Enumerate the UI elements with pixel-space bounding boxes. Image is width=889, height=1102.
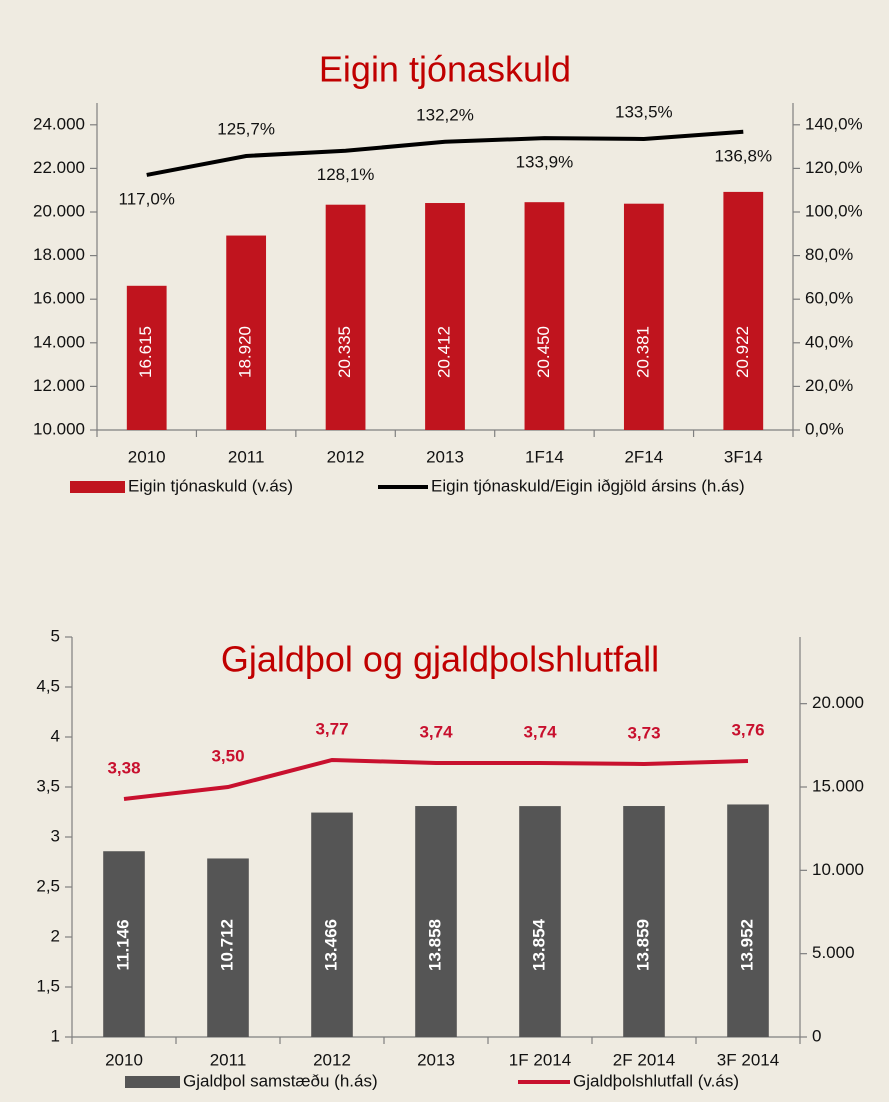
y2-tick-label: 120,0% — [805, 158, 863, 177]
bar-label: 13.952 — [737, 919, 756, 971]
line-label: 128,1% — [317, 165, 375, 184]
y-tick-label: 24.000 — [33, 114, 85, 133]
line-label: 3,74 — [419, 722, 453, 741]
y-tick-label: 20.000 — [33, 201, 85, 220]
line-label: 125,7% — [217, 119, 275, 138]
y2-tick-label: 40,0% — [805, 332, 853, 351]
y-tick-label: 10.000 — [33, 419, 85, 438]
chart-title: Eigin tjónaskuld — [319, 49, 571, 90]
bar-label: 20.450 — [534, 326, 553, 378]
y-tick-label: 22.000 — [33, 158, 85, 177]
chart-title: Gjaldþol og gjaldþolshlutfall — [221, 639, 659, 680]
y-tick-label: 2,5 — [36, 876, 60, 895]
line — [146, 129, 744, 177]
bar — [311, 812, 353, 1037]
line-label: 3,77 — [315, 719, 348, 738]
y-tick-label: 5 — [51, 626, 60, 645]
line-label: 132,2% — [416, 105, 474, 124]
x-tick-label: 2013 — [417, 1050, 455, 1069]
bar-label: 13.859 — [633, 919, 652, 971]
bar — [126, 285, 167, 430]
bar-label: 10.712 — [217, 919, 236, 971]
y-tick-label: 16.000 — [33, 289, 85, 308]
x-tick-label: 2012 — [313, 1050, 351, 1069]
line-label: 133,9% — [516, 153, 574, 172]
line-label: 3,74 — [523, 722, 557, 741]
x-tick-label: 2012 — [327, 447, 365, 466]
bar — [103, 851, 145, 1037]
line-label: 117,0% — [119, 189, 175, 208]
y2-tick-label: 0 — [812, 1026, 821, 1045]
line-label: 3,73 — [627, 723, 660, 742]
bar-label: 13.858 — [425, 919, 444, 971]
bar — [524, 202, 565, 430]
line-label: 136,8% — [714, 146, 772, 165]
y2-tick-label: 20.000 — [812, 693, 864, 712]
legend-swatch — [125, 1076, 180, 1088]
y-tick-label: 12.000 — [33, 376, 85, 395]
x-tick-label: 2011 — [210, 1050, 247, 1069]
bar — [415, 806, 457, 1037]
y2-tick-label: 20,0% — [805, 376, 853, 395]
y-tick-label: 18.000 — [33, 245, 85, 264]
bar — [723, 191, 764, 430]
x-tick-label: 1F 2014 — [509, 1050, 571, 1069]
bar-label: 13.854 — [529, 918, 548, 971]
x-tick-label: 3F 2014 — [717, 1050, 779, 1069]
x-tick-label: 3F14 — [724, 447, 763, 466]
y-tick-label: 1 — [51, 1026, 60, 1045]
y-tick-label: 1,5 — [36, 976, 60, 995]
legend-label: Gjaldþol samstæðu (h.ás) — [183, 1071, 378, 1090]
y2-tick-label: 15.000 — [812, 776, 864, 795]
y2-tick-label: 100,0% — [805, 201, 863, 220]
y2-tick-label: 140,0% — [805, 114, 863, 133]
y-tick-label: 3,5 — [36, 776, 60, 795]
bar-label: 20.922 — [733, 326, 752, 378]
bar — [325, 204, 366, 430]
x-tick-label: 1F14 — [525, 447, 564, 466]
bar — [226, 235, 267, 430]
bar — [425, 203, 465, 430]
bar-label: 20.335 — [335, 326, 354, 378]
y2-tick-label: 10.000 — [812, 860, 864, 879]
bar-label: 20.381 — [633, 326, 652, 378]
y-tick-label: 2 — [51, 926, 60, 945]
y2-tick-label: 5.000 — [812, 943, 855, 962]
bar-label: 18.920 — [236, 326, 255, 378]
x-tick-label: 2F14 — [624, 447, 663, 466]
y-tick-label: 14.000 — [33, 332, 85, 351]
y-tick-label: 3 — [51, 826, 60, 845]
line — [123, 757, 749, 801]
line-label: 3,76 — [731, 720, 764, 739]
legend-label: Eigin tjónaskuld/Eigin iðgjöld ársins (h… — [431, 476, 745, 495]
bar — [623, 806, 665, 1037]
line-label: 133,5% — [615, 102, 673, 121]
bar — [519, 806, 561, 1037]
x-tick-label: 2013 — [426, 447, 464, 466]
bar-label: 20.412 — [434, 326, 453, 378]
line-label: 3,50 — [211, 746, 244, 765]
bar-label: 16.615 — [136, 326, 155, 378]
legend-label: Gjaldþolshlutfall (v.ás) — [573, 1071, 739, 1090]
bar — [207, 858, 249, 1037]
legend-swatch — [70, 481, 125, 493]
line-label: 3,38 — [107, 758, 140, 777]
y-tick-label: 4,5 — [36, 676, 60, 695]
y-tick-label: 4 — [51, 726, 60, 745]
x-tick-label: 2010 — [128, 447, 166, 466]
bar-label: 11.146 — [113, 919, 132, 970]
y2-tick-label: 80,0% — [805, 245, 853, 264]
x-tick-label: 2F 2014 — [613, 1050, 675, 1069]
legend-label: Eigin tjónaskuld (v.ás) — [128, 476, 293, 495]
x-tick-label: 2010 — [105, 1050, 143, 1069]
bar — [727, 804, 769, 1037]
bar — [623, 203, 664, 430]
y2-tick-label: 0,0% — [805, 419, 844, 438]
x-tick-label: 2011 — [228, 447, 265, 466]
y2-tick-label: 60,0% — [805, 289, 853, 308]
bar-label: 13.466 — [321, 919, 340, 971]
